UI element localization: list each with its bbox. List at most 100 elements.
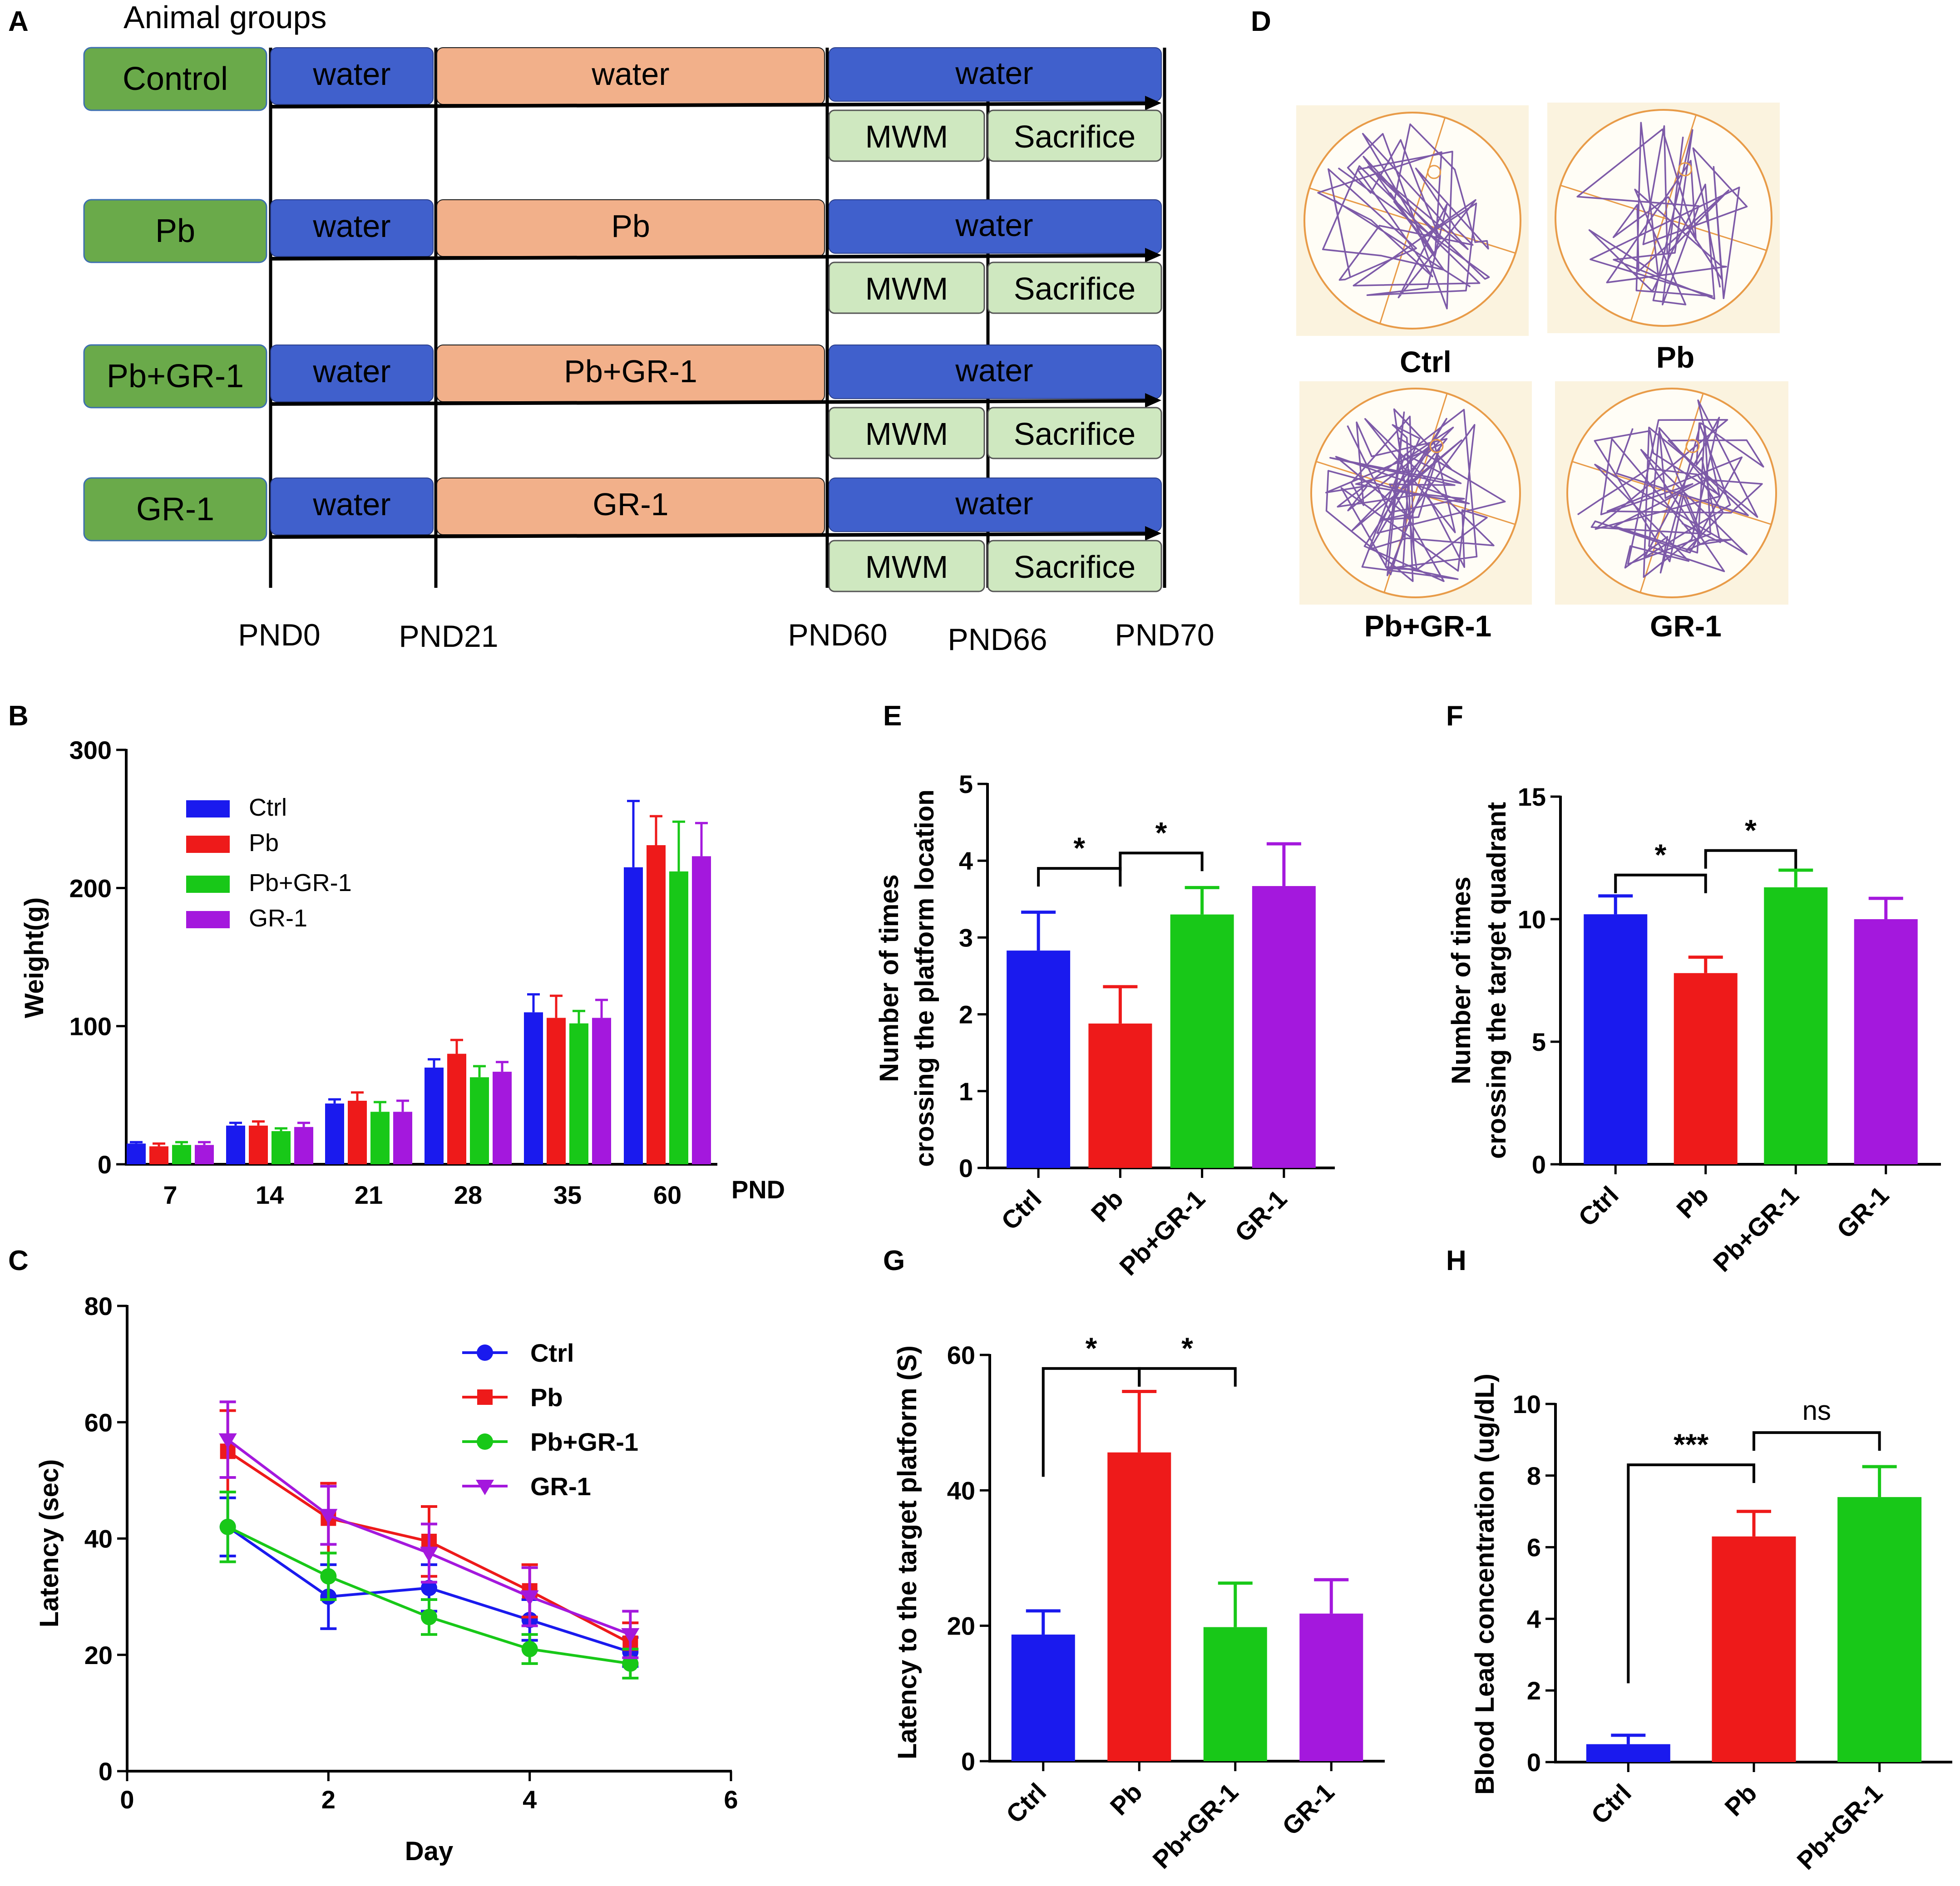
arrow-head <box>1145 526 1161 541</box>
y-tick-label: 10 <box>1513 1390 1541 1418</box>
x-tick-label: 6 <box>724 1785 738 1814</box>
stage-label: water <box>955 486 1033 521</box>
stage-label: water <box>591 56 669 92</box>
sacrifice-box <box>987 109 1162 162</box>
bar <box>1299 1613 1363 1761</box>
stage-label: water <box>312 354 390 389</box>
tile-label: Pb <box>1656 340 1694 374</box>
legend-swatch <box>186 800 230 817</box>
swim-path <box>1577 399 1764 578</box>
x-tick-label: 0 <box>120 1785 134 1814</box>
legend-marker <box>477 1433 493 1450</box>
x-tick-label: Pb+GR-1 <box>1114 1184 1210 1281</box>
quadrant-line <box>1630 115 1697 321</box>
data-point <box>420 1546 438 1562</box>
bar <box>325 1103 344 1164</box>
mwm-box <box>828 261 985 314</box>
stage-water-box <box>270 47 434 105</box>
tile-label: GR-1 <box>1650 609 1722 643</box>
data-point <box>421 1609 437 1625</box>
timepoint-label: PND70 <box>1115 618 1214 652</box>
mwm-box <box>828 540 985 592</box>
bar <box>272 1131 291 1164</box>
x-tick-label: Pb <box>1105 1778 1148 1821</box>
y-tick-label: 4 <box>1527 1605 1541 1633</box>
x-tick-label: Ctrl <box>1000 1778 1052 1829</box>
bar <box>1764 887 1828 1164</box>
y-tick-label: 20 <box>84 1641 113 1669</box>
tile-label: Pb+GR-1 <box>1364 609 1492 643</box>
swim-path <box>1317 123 1490 310</box>
bar <box>1107 1452 1171 1761</box>
sacrifice-box <box>987 407 1162 459</box>
significance-bracket <box>1704 849 1797 869</box>
panel-letter: D <box>1251 6 1271 37</box>
swim-path-tile <box>1547 103 1780 333</box>
legend-label: Ctrl <box>530 1339 574 1367</box>
y-tick-label: 100 <box>69 1012 112 1041</box>
significance-bracket <box>1119 852 1204 872</box>
y-axis-label: Latency to the target platform (S) <box>893 1345 922 1759</box>
bar <box>393 1112 412 1164</box>
x-tick-label: Ctrl <box>996 1184 1047 1236</box>
y-tick-label: 200 <box>69 874 112 902</box>
timepoint-label: PND0 <box>238 618 320 652</box>
x-tick-label: Pb <box>1086 1184 1129 1227</box>
stage-label: Pb <box>611 208 650 244</box>
arrow-head <box>1145 96 1161 110</box>
y-axis-label: Blood Lead concentration (ug/dL) <box>1470 1374 1500 1795</box>
bar <box>149 1146 168 1164</box>
bar <box>592 1018 611 1164</box>
x-tick-label: 60 <box>653 1181 681 1209</box>
stage-label: water <box>312 56 390 92</box>
swim-path-tile <box>1555 381 1788 605</box>
significance-label: * <box>1086 1331 1097 1365</box>
bar <box>1712 1536 1796 1762</box>
panel-d-swim-paths: D Ctrl Pb Pb+GR-1 GR-1 <box>1251 6 1788 643</box>
bar <box>669 871 688 1164</box>
group-name: Pb+GR-1 <box>107 358 244 394</box>
bar <box>1170 914 1234 1168</box>
y-tick-label: 0 <box>961 1747 975 1776</box>
bar <box>226 1125 245 1164</box>
y-axis-label: Weight(g) <box>20 897 49 1018</box>
bar <box>294 1127 313 1164</box>
quadrant-line <box>1379 118 1446 324</box>
platform-marker <box>1427 165 1442 179</box>
significance-bracket <box>1138 1367 1237 1387</box>
stage-label: water <box>312 208 390 244</box>
significance-label: * <box>1655 838 1667 872</box>
bar <box>195 1145 214 1164</box>
y-tick-label: 15 <box>1518 783 1546 811</box>
bar <box>692 856 711 1164</box>
x-tick-label: GR-1 <box>1277 1778 1340 1841</box>
panel-g-latency-platform-chart: G 0 20 40 60 Latency to the target platform (… <box>883 1245 1385 1874</box>
x-tick-label: Pb+GR-1 <box>1147 1778 1244 1874</box>
x-tick-label: 14 <box>256 1181 284 1209</box>
y-tick-label: 5 <box>959 770 973 798</box>
sacrifice-box <box>987 261 1162 314</box>
bar <box>1088 1023 1152 1168</box>
sacrifice-label: Sacrifice <box>1014 416 1136 452</box>
timepoint-label: PND21 <box>399 619 498 654</box>
data-point <box>218 1433 237 1449</box>
mwm-box <box>828 109 985 162</box>
bar <box>647 845 666 1164</box>
significance-label: * <box>1155 816 1167 849</box>
panel-b-weight-chart: B 0 100 200 300 Weight(g) PND 7 14 21 28 35 60 Ctrl Pb… <box>8 700 785 1209</box>
group-box <box>83 344 267 409</box>
stage-water-box <box>270 478 434 535</box>
mwm-label: MWM <box>865 549 948 585</box>
panel-letter: E <box>883 700 902 732</box>
bar <box>1011 1635 1075 1761</box>
timeline-arrow <box>271 532 1149 539</box>
stage-label: water <box>955 353 1033 388</box>
x-tick-label: 21 <box>355 1181 383 1209</box>
x-tick-label: Pb+GR-1 <box>1791 1778 1888 1875</box>
platform-marker <box>1678 162 1693 177</box>
y-tick-label: 0 <box>98 1150 112 1179</box>
sacrifice-label: Sacrifice <box>1014 119 1136 154</box>
significance-bracket <box>1037 867 1122 887</box>
arrow-head <box>1145 393 1161 408</box>
